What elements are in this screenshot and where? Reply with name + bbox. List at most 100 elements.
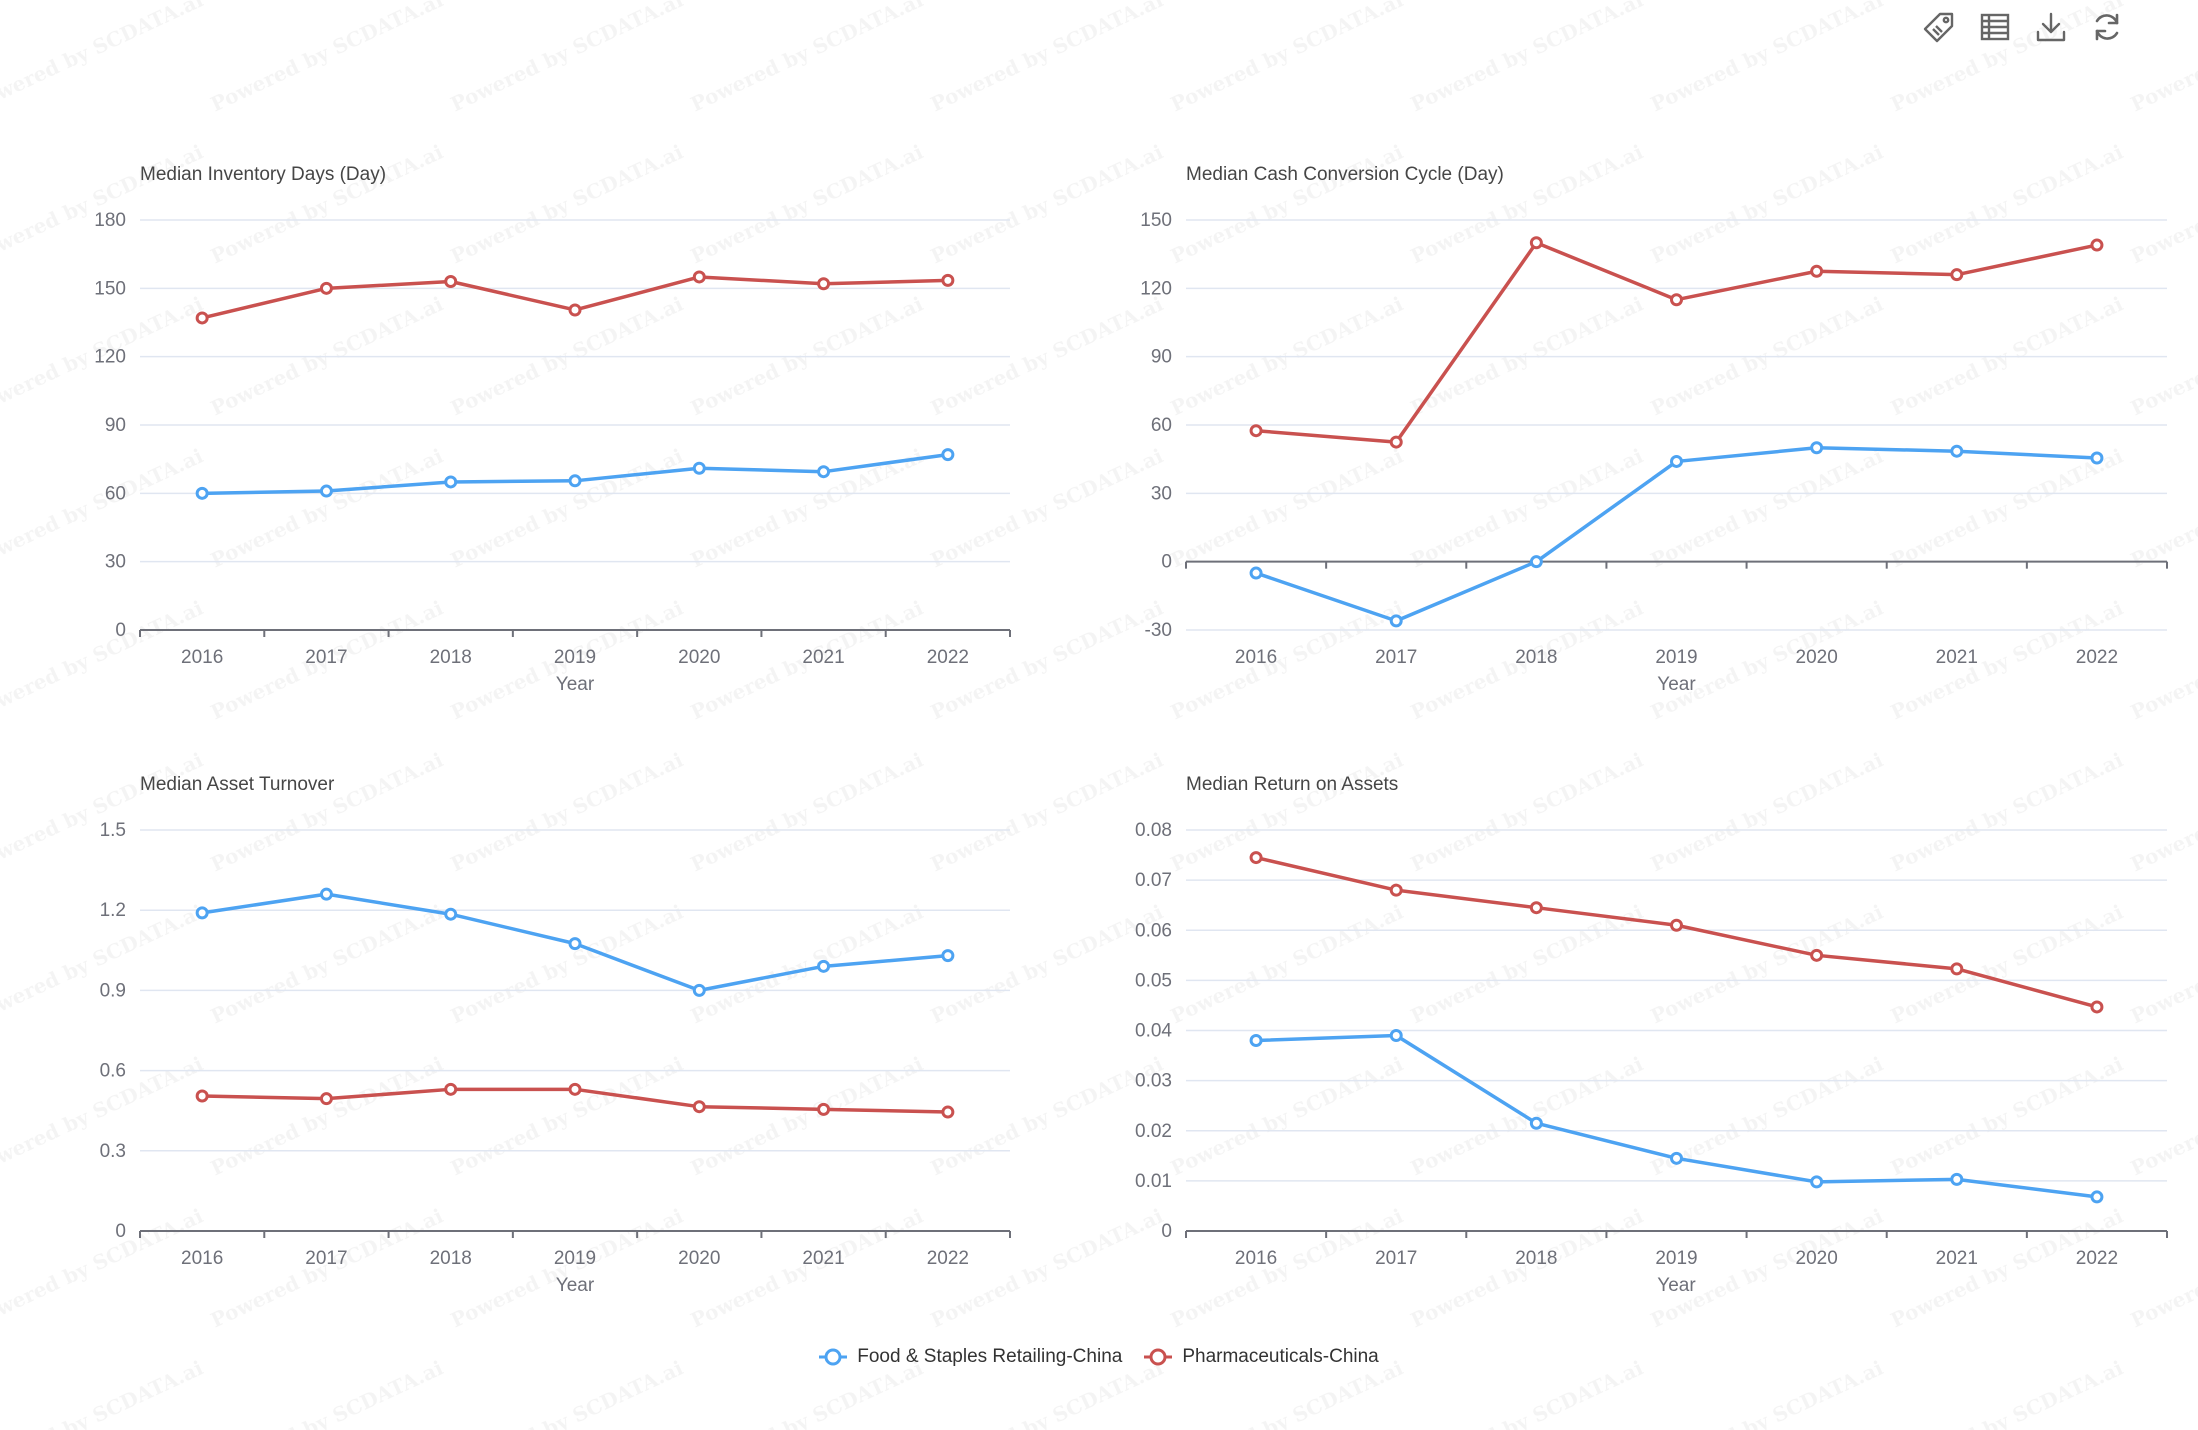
x-tick-label: 2021 [1936,1248,1978,1269]
x-tick-label: 2019 [554,647,596,668]
y-tick-label: 0.07 [1135,870,1172,891]
x-tick-label: 2018 [1515,647,1557,668]
y-tick-label: 0.02 [1135,1121,1172,1142]
data-point-pharma [1249,424,1263,438]
x-axis-label: Year [556,674,595,695]
data-point-food [444,475,458,489]
data-point-pharma [1529,901,1543,915]
data-point-pharma [568,303,582,317]
data-point-food [1529,555,1543,569]
series-line-food [202,452,949,496]
x-tick-label: 2016 [1235,647,1277,668]
x-tick-label: 2017 [305,1248,347,1269]
x-tick-label: 2018 [430,647,472,668]
data-point-pharma [1670,918,1683,932]
x-tick-label: 2020 [678,1248,720,1269]
y-tick-label: 60 [105,483,126,504]
legend: Food & Staples Retailing-China Pharmaceu… [0,1346,2198,1368]
x-tick-label: 2020 [678,647,720,668]
data-point-food [195,906,209,920]
data-point-food [692,983,706,997]
data-point-food [1249,1034,1263,1048]
x-axis-label: Year [1657,1275,1696,1296]
data-point-food [2090,1190,2104,1204]
y-tick-label: 0.6 [100,1061,126,1082]
legend-item-food[interactable]: Food & Staples Retailing-China [819,1346,1122,1368]
y-tick-label: 0.9 [100,980,126,1001]
data-point-pharma [692,1100,706,1114]
data-point-food [1670,1151,1683,1165]
x-tick-label: 2016 [181,1248,223,1269]
x-tick-label: 2019 [554,1248,596,1269]
x-tick-label: 2017 [1375,647,1417,668]
series-line-food [1256,1033,2098,1199]
legend-item-pharma[interactable]: Pharmaceuticals-China [1144,1346,1379,1368]
x-tick-label: 2017 [305,647,347,668]
x-tick-label: 2021 [802,1248,844,1269]
data-point-food [692,461,706,475]
data-point-food [568,474,582,488]
chart-title-return-on-assets: Median Return on Assets [1186,774,1398,795]
y-tick-label: 0.06 [1135,920,1172,941]
data-point-food [1389,1029,1403,1043]
data-point-food [319,484,333,498]
y-tick-label: 60 [1151,415,1172,436]
x-tick-label: 2018 [1515,1248,1557,1269]
data-point-food [1810,441,1824,455]
legend-label-food: Food & Staples Retailing-China [857,1346,1123,1367]
data-point-pharma [319,1092,333,1106]
y-tick-label: 120 [94,347,126,368]
legend-circle-pharma [1149,1348,1167,1366]
y-tick-label: 90 [1151,347,1172,368]
data-point-food [1670,454,1683,468]
data-point-pharma [1389,435,1403,449]
chart-title-asset-turnover: Median Asset Turnover [140,774,335,795]
y-tick-label: 180 [94,210,126,231]
data-point-pharma [1529,236,1543,250]
data-point-food [1249,566,1263,580]
data-point-pharma [319,281,333,295]
y-tick-label: 150 [1140,210,1172,231]
data-point-pharma [1950,268,1964,282]
data-point-pharma [817,277,831,291]
y-tick-label: 0 [1161,1221,1172,1242]
data-point-pharma [817,1102,831,1116]
refresh-button[interactable] [2091,10,2123,48]
x-tick-label: 2016 [1235,1248,1277,1269]
x-tick-label: 2020 [1796,647,1838,668]
x-tick-label: 2019 [1655,1248,1697,1269]
y-tick-label: 0 [1161,552,1172,573]
data-view-button[interactable] [1979,10,2011,48]
data-point-food [941,949,955,963]
chart-title-inventory-days: Median Inventory Days (Day) [140,164,386,185]
series-line-pharma [1255,241,2098,444]
download-icon [2035,11,2067,48]
x-tick-label: 2022 [2076,1248,2118,1269]
data-point-pharma [1810,948,1824,962]
x-tick-label: 2021 [1936,647,1978,668]
y-tick-label: 30 [105,552,126,573]
download-button[interactable] [2035,10,2067,48]
data-point-food [1810,1175,1824,1189]
data-point-pharma [2090,238,2104,252]
table-icon [1979,11,2011,48]
data-point-pharma [444,1082,458,1096]
data-point-pharma [195,1089,209,1103]
x-tick-label: 2017 [1375,1248,1417,1269]
legend-marker-pharma [1144,1348,1173,1366]
y-tick-label: 0 [115,1221,126,1242]
tag-icon [1923,11,1955,48]
tag-button[interactable] [1923,10,1955,48]
x-tick-label: 2022 [2076,647,2118,668]
data-point-pharma [941,1105,955,1119]
legend-circle-food [824,1348,842,1366]
x-tick-label: 2022 [927,647,969,668]
data-point-food [1950,444,1964,458]
x-tick-label: 2022 [927,1248,969,1269]
data-point-pharma [1810,264,1824,278]
x-axis-label: Year [1657,674,1696,695]
data-point-food [195,486,209,500]
y-tick-label: 0 [115,620,126,641]
y-tick-label: 1.5 [100,820,126,841]
x-axis-label: Year [556,1275,595,1296]
